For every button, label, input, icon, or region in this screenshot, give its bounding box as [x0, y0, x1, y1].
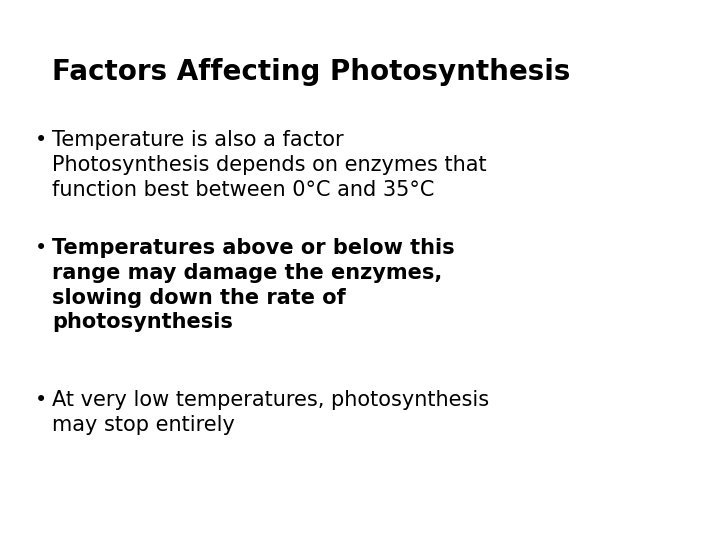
Text: •: •	[35, 130, 48, 150]
Text: •: •	[35, 238, 48, 258]
Text: •: •	[35, 390, 48, 410]
Text: Factors Affecting Photosynthesis: Factors Affecting Photosynthesis	[52, 58, 570, 86]
Text: At very low temperatures, photosynthesis
may stop entirely: At very low temperatures, photosynthesis…	[52, 390, 489, 435]
Text: Temperatures above or below this
range may damage the enzymes,
slowing down the : Temperatures above or below this range m…	[52, 238, 454, 333]
Text: Temperature is also a factor
Photosynthesis depends on enzymes that
function bes: Temperature is also a factor Photosynthe…	[52, 130, 487, 200]
